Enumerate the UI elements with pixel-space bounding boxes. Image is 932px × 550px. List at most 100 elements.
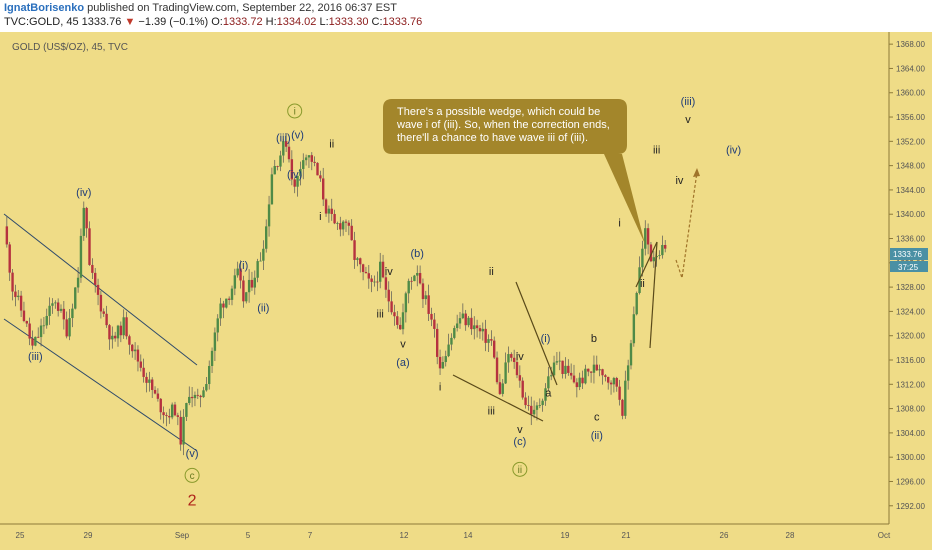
candle-body — [245, 292, 248, 302]
candle-body — [276, 165, 279, 167]
projected-wave-line[interactable] — [675, 171, 698, 279]
candle-body — [487, 339, 490, 343]
annotation-callout[interactable]: There's a possible wedge, which could be… — [383, 99, 645, 244]
candle-body — [592, 364, 596, 373]
x-tick-label: 25 — [16, 531, 25, 540]
candle-body — [119, 325, 123, 336]
candle-body — [552, 362, 556, 376]
candle-body — [524, 397, 527, 406]
candle-body — [304, 157, 308, 161]
wave-label: (iii) — [276, 132, 291, 144]
candle-body — [379, 261, 382, 282]
down-arrow-icon: ▼ — [124, 16, 136, 28]
candle-body — [441, 362, 445, 369]
wedge-line-4[interactable] — [649, 241, 658, 349]
wedge-line-2[interactable] — [452, 374, 544, 422]
last-price: 1333.76 — [81, 16, 122, 28]
candle-body — [436, 328, 439, 357]
candle-body — [37, 336, 40, 338]
candle-body — [19, 295, 23, 311]
candle-body — [478, 328, 482, 332]
wave-label: iii — [488, 406, 495, 418]
candle-body — [550, 375, 553, 377]
wedge-line-1[interactable] — [515, 281, 558, 386]
candle-body — [621, 399, 624, 416]
candlestick-series — [5, 133, 667, 456]
candle-body — [615, 378, 618, 387]
candle-body — [202, 390, 205, 398]
candle-body — [538, 405, 541, 406]
channel-upper-line[interactable] — [3, 213, 198, 366]
wave-label: (ii) — [257, 302, 269, 314]
candle-body — [45, 315, 48, 326]
y-tick-label: 1324.00 — [896, 307, 925, 316]
candle-body — [649, 244, 653, 262]
y-tick-label: 1292.00 — [896, 502, 925, 511]
candle-body — [213, 332, 217, 351]
callout-line-3: there'll a chance to have wave iii of (i… — [397, 132, 588, 144]
ticker-info: TVC:GOLD, 45 1333.76 ▼ −1.39 (−0.1%) O:1… — [4, 16, 422, 28]
ohlc-close-value: 1333.76 — [382, 16, 423, 28]
candle-body — [450, 337, 453, 345]
candle-body — [347, 222, 351, 226]
candle-body — [59, 308, 63, 311]
projection-arrow-icon — [693, 168, 700, 177]
wave-label: c — [190, 471, 195, 482]
candle-body — [133, 349, 137, 352]
candle-body — [495, 357, 499, 383]
candle-body — [609, 382, 613, 385]
candle-body — [359, 258, 362, 265]
candle-body — [390, 301, 393, 313]
candle-body — [31, 338, 34, 346]
candle-body — [250, 279, 254, 288]
author-link[interactable]: IgnatBorisenko — [4, 2, 85, 14]
candle-body — [168, 416, 171, 418]
candle-body — [91, 264, 94, 273]
wave-label: i — [294, 106, 296, 117]
candle-body — [467, 317, 470, 326]
candle-body — [293, 179, 296, 187]
candle-body — [484, 328, 487, 343]
candle-body — [287, 146, 291, 160]
wedge-line-3[interactable] — [635, 241, 658, 288]
wave-circle — [184, 467, 200, 483]
candle-body — [578, 377, 581, 388]
price-chart[interactable]: GOLD (US$/OZ), 45, TVC 1368.00 1364.00 136… — [0, 32, 932, 550]
candle-body — [376, 281, 379, 283]
x-tick-label: 26 — [720, 531, 729, 540]
wave-label: a — [545, 387, 552, 399]
candle-body — [396, 316, 399, 325]
candle-body — [256, 261, 259, 278]
candle-body — [532, 409, 536, 415]
candle-body — [510, 354, 513, 358]
x-tick-label: 12 — [400, 531, 409, 540]
candle-body — [493, 340, 496, 358]
candle-body — [210, 350, 214, 366]
candle-body — [404, 293, 408, 313]
y-tick-label: 1328.00 — [896, 283, 925, 292]
projection-path — [675, 168, 700, 279]
candle-body — [470, 317, 473, 330]
wave-label: iii — [653, 144, 660, 156]
candle-body — [413, 275, 416, 282]
candle-body — [333, 213, 336, 224]
symbol-label: TVC:GOLD, 45 — [4, 16, 79, 28]
candle-body — [262, 248, 265, 261]
candle-body — [481, 328, 484, 332]
candle-body — [136, 349, 140, 362]
last-price-badge-text: 1333.76 — [893, 250, 922, 259]
candle-body — [464, 313, 467, 326]
candle-body — [290, 159, 294, 180]
price-axis[interactable] — [889, 32, 932, 550]
candle-body — [595, 364, 598, 371]
candle-body — [393, 312, 396, 317]
candle-body — [199, 395, 202, 398]
y-tick-label: 1364.00 — [896, 64, 925, 73]
candle-body — [253, 277, 256, 288]
candle-body — [401, 312, 405, 330]
candle-body — [587, 368, 590, 372]
candle-body — [5, 226, 9, 245]
x-tick-label: 21 — [622, 531, 631, 540]
candle-body — [296, 175, 299, 187]
candle-body — [612, 378, 616, 385]
